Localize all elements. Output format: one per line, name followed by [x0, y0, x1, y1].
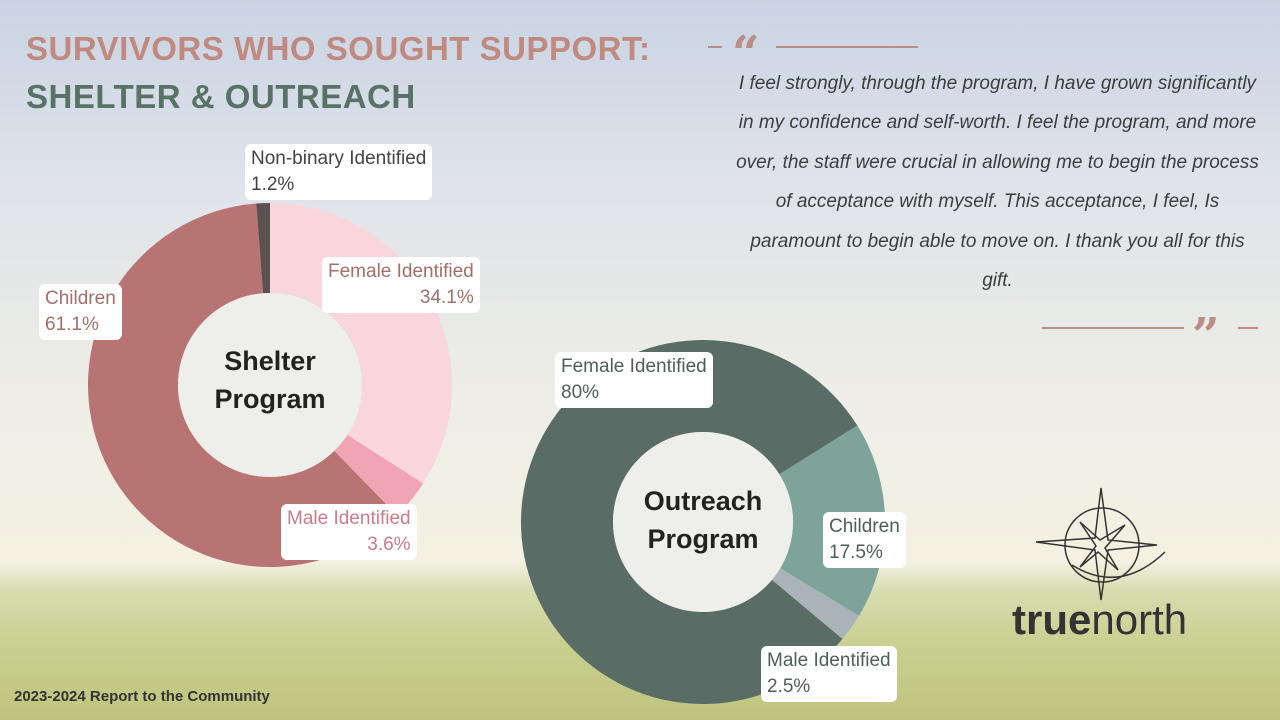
truenorth-logo: truenorth [1012, 596, 1188, 643]
donut-hole [613, 432, 793, 612]
label-nonbinary-shelter: Non-binary Identified 1.2% [245, 144, 433, 200]
quote-divider [776, 46, 918, 48]
label-children-outreach: Children 17.5% [823, 512, 906, 568]
title-line2: SHELTER & OUTREACH [26, 78, 416, 115]
label-male-outreach: Male Identified 2.5% [761, 646, 897, 702]
slice-male-identified [771, 568, 860, 639]
quote-divider [1042, 327, 1184, 329]
shelter-center-title: Shelter Program [214, 346, 326, 414]
testimonial-quote: I feel strongly, through the program, I … [736, 73, 1259, 292]
slice-male-identified [334, 434, 424, 516]
outreach-center-title: Outreach Program [643, 486, 763, 554]
label-female-outreach: Female Identified 80% [555, 352, 713, 408]
title-line1: SURVIVORS WHO SOUGHT SUPPORT: [26, 30, 651, 67]
footer-text: 2023-2024 Report to the Community [14, 688, 270, 705]
label-female-shelter: Female Identified 34.1% [322, 257, 480, 313]
label-children-shelter: Children 61.1% [39, 284, 122, 340]
close-quote-icon: ” [1192, 308, 1220, 364]
slice-children [87, 203, 398, 567]
open-quote-icon: “ [732, 26, 760, 82]
label-male-shelter: Male Identified 3.6% [281, 504, 417, 560]
slice-non-binary-identified [256, 203, 270, 294]
quote-divider [708, 46, 722, 48]
slice-female-identified [520, 340, 858, 705]
donut-hole [178, 293, 362, 477]
quote-divider [1238, 327, 1258, 329]
